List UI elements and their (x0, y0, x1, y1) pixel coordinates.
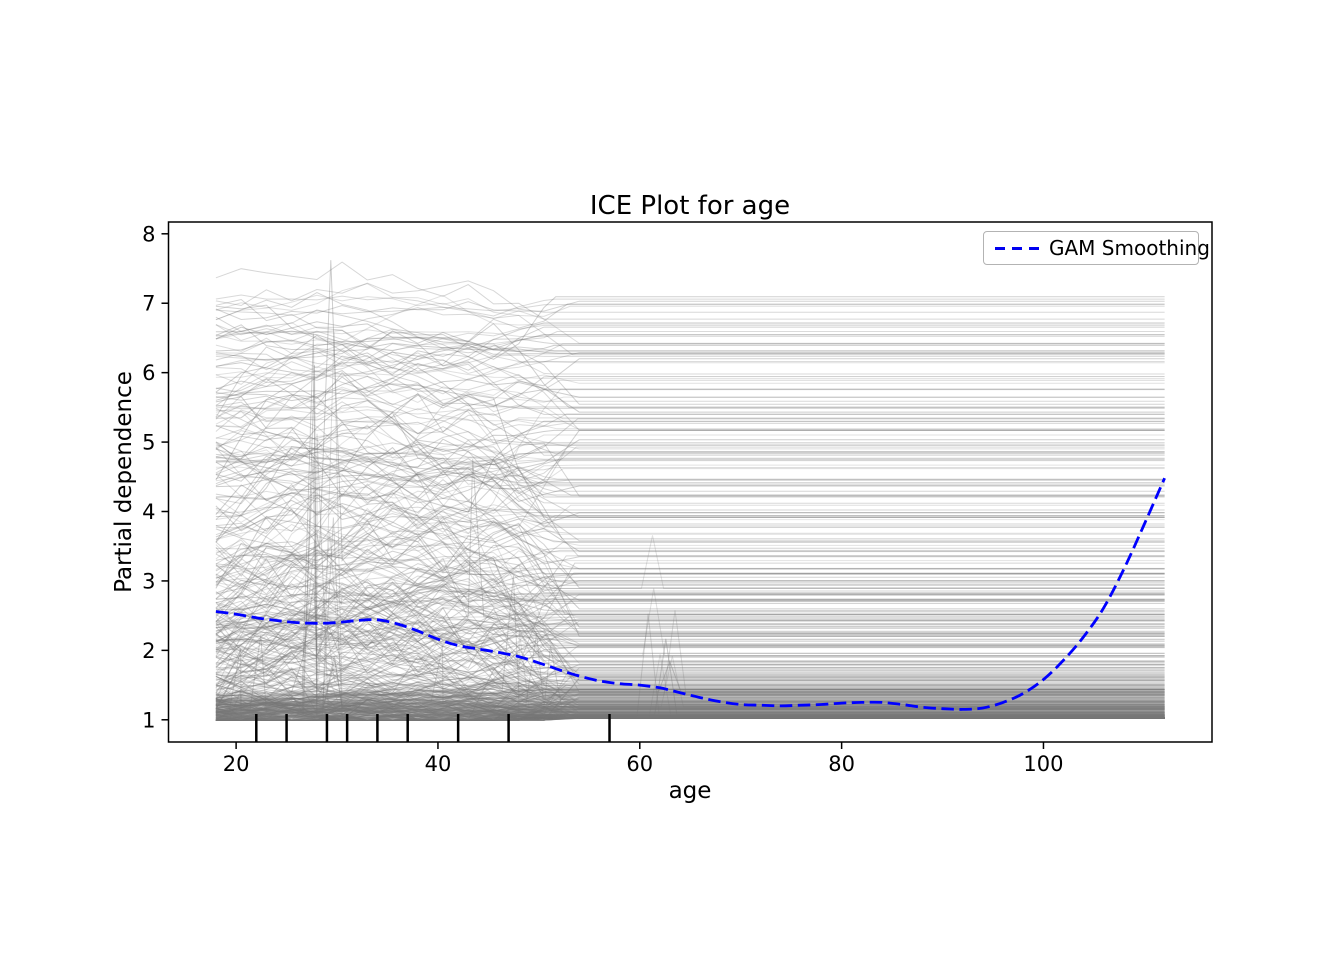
chart-title: ICE Plot for age (589, 191, 791, 221)
plot-border (167, 221, 1213, 743)
y-tick-label: 2 (142, 639, 155, 663)
y-tick-label: 5 (142, 431, 155, 455)
y-tick-label: 7 (142, 292, 155, 316)
x-tick-label: 20 (223, 752, 250, 776)
axes (167, 221, 1213, 743)
gam-curve (215, 477, 1166, 711)
rug-marks (255, 714, 611, 742)
x-tick-label: 60 (626, 752, 653, 776)
gam-curve-layer (215, 477, 1166, 711)
y-tick-label: 6 (142, 361, 155, 385)
ice-lines (215, 260, 1165, 721)
y-tick-label: 3 (142, 569, 155, 593)
x-tick-label: 40 (425, 752, 452, 776)
y-axis-ticks: 1 2 3 4 5 6 7 8 (142, 222, 169, 732)
y-axis-label: Partial dependence (111, 371, 137, 593)
x-axis-ticks: 20 40 60 80 100 (223, 742, 1064, 776)
y-tick-label: 8 (142, 222, 155, 246)
x-tick-label: 80 (828, 752, 855, 776)
y-tick-label: 4 (142, 500, 155, 524)
legend-label: GAM Smoothing (1049, 236, 1210, 260)
legend: GAM Smoothing (983, 231, 1210, 265)
x-axis-label: age (668, 778, 712, 804)
y-tick-label: 1 (142, 708, 155, 732)
dashed-line-sample-icon (995, 246, 1039, 250)
x-tick-label: 100 (1023, 752, 1063, 776)
